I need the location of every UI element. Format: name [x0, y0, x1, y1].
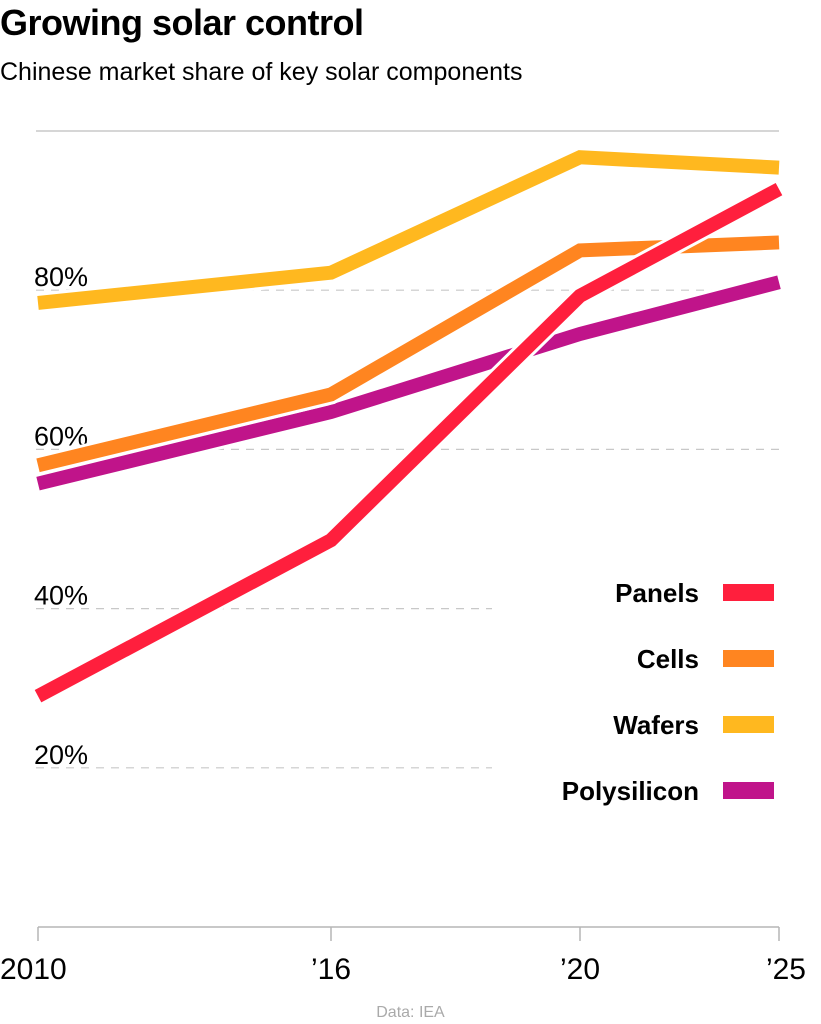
chart-title: Growing solar control	[0, 2, 364, 43]
legend-label-wafers: Wafers	[613, 710, 699, 740]
legend-label-cells: Cells	[637, 644, 699, 674]
legend-swatch-polysilicon	[723, 782, 774, 799]
source-note: Data: IEA	[376, 1004, 445, 1021]
series-line-wafers	[37, 150, 780, 310]
y-tick-label: 40%	[34, 581, 88, 611]
legend-label-polysilicon: Polysilicon	[562, 776, 699, 806]
legend-label-panels: Panels	[615, 578, 699, 608]
y-tick-label: 80%	[34, 262, 88, 292]
x-tick-label: ’16	[311, 953, 351, 986]
y-tick-label: 20%	[34, 740, 88, 770]
x-tick-label: ’20	[560, 953, 600, 986]
chart-subtitle: Chinese market share of key solar compon…	[0, 58, 523, 86]
series-line-panels	[34, 182, 783, 703]
legend-swatch-cells	[723, 650, 774, 667]
legend-swatch-panels	[723, 584, 774, 601]
legend-swatch-wafers	[723, 716, 774, 733]
series-line-cells	[36, 235, 780, 473]
x-tick-label: ’25	[766, 953, 806, 986]
x-tick-label: 2010	[0, 953, 67, 986]
series-line-polysilicon	[36, 275, 781, 491]
